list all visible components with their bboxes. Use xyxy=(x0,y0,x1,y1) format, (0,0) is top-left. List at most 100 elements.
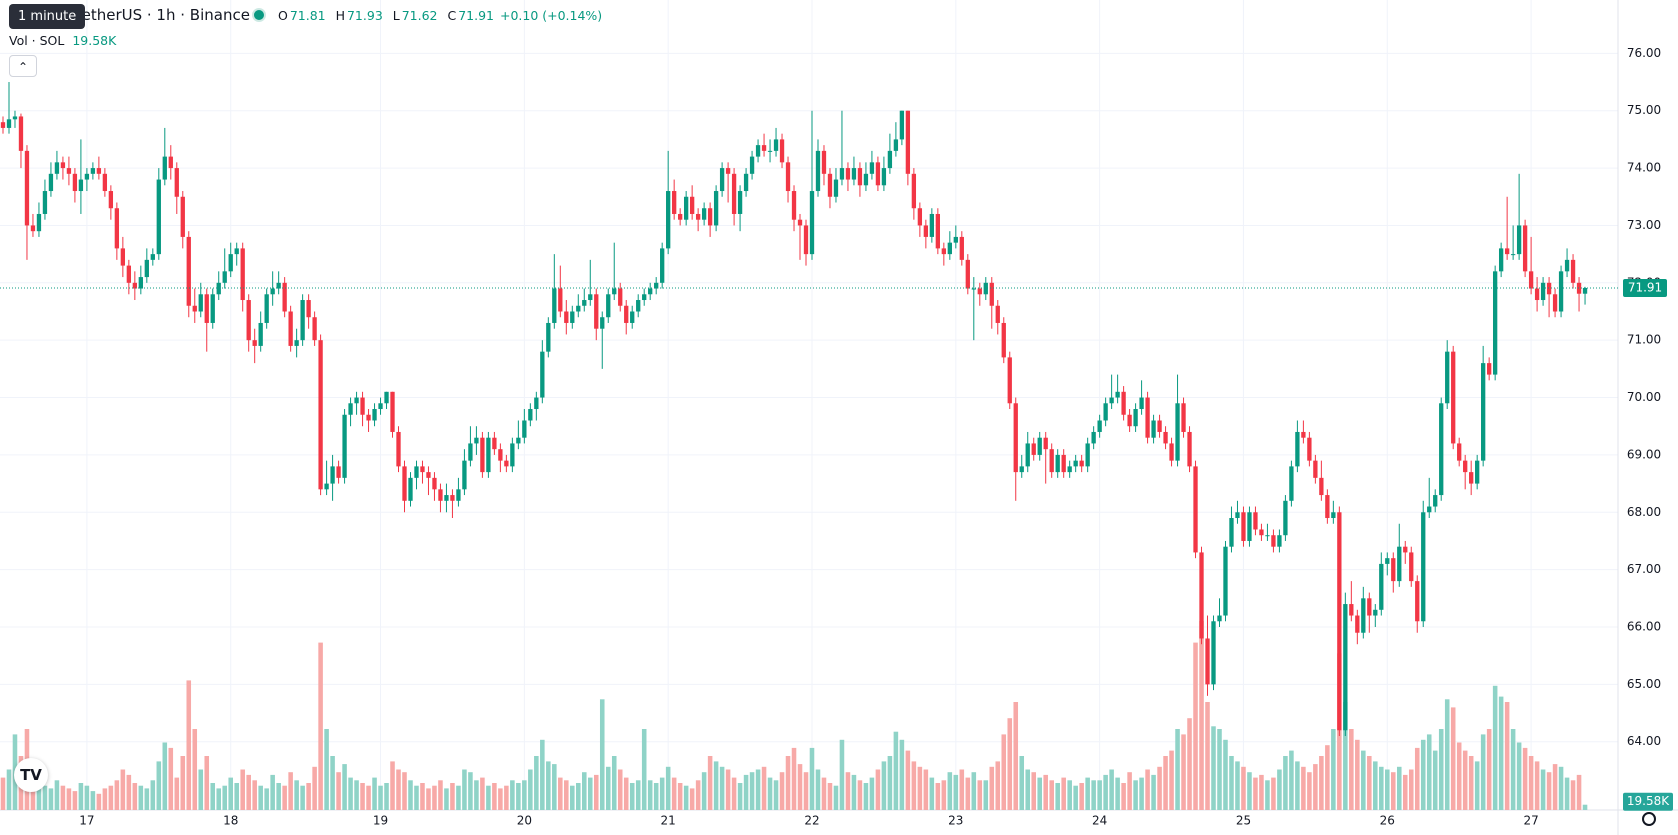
volume-bar xyxy=(1528,756,1534,810)
volume-bar xyxy=(144,788,150,810)
candle-body xyxy=(1091,431,1096,444)
candle-body xyxy=(432,477,437,490)
volume-bar xyxy=(324,729,329,810)
volume-bar xyxy=(582,772,587,810)
volume-bar xyxy=(1013,702,1019,810)
candle-body xyxy=(1067,466,1072,473)
candle-body xyxy=(1361,598,1366,633)
candle-body xyxy=(1241,512,1246,541)
candle-body xyxy=(672,191,677,214)
volume-bar xyxy=(210,783,216,810)
candle-body xyxy=(929,213,935,237)
candle-body xyxy=(797,219,803,226)
candle-body xyxy=(1007,357,1012,404)
status-dot xyxy=(252,8,266,22)
candle-body xyxy=(18,116,24,151)
candle-body xyxy=(1504,248,1510,255)
volume-bar xyxy=(899,739,905,810)
candle-body xyxy=(318,340,323,490)
y-tick-label: 64.00 xyxy=(1627,734,1661,748)
logo[interactable]: TV xyxy=(14,758,48,792)
volume-bar xyxy=(396,769,401,810)
candle-body xyxy=(456,489,461,501)
volume-bar xyxy=(731,777,737,810)
volume-bar xyxy=(1193,642,1198,810)
volume-bar xyxy=(240,769,245,810)
candle-body xyxy=(749,156,755,174)
volume-bar xyxy=(414,785,419,810)
volume-bar xyxy=(162,742,168,810)
candle-body xyxy=(1331,512,1336,519)
candle-body xyxy=(546,322,551,352)
volume-bar xyxy=(1558,766,1564,810)
candle-body xyxy=(1427,506,1432,513)
volume-bar xyxy=(444,788,449,810)
candle-body xyxy=(827,173,833,197)
candle-body xyxy=(977,288,982,295)
candle-body xyxy=(1373,609,1378,616)
candle-body xyxy=(54,162,60,174)
volume-bar xyxy=(438,780,443,810)
x-tick-label: 18 xyxy=(223,814,238,828)
volume-bar xyxy=(1097,780,1102,810)
y-tick-label: 70.00 xyxy=(1627,390,1661,404)
volume-bar xyxy=(1253,777,1258,810)
candle-body xyxy=(96,168,102,174)
candle-body xyxy=(294,340,299,346)
volume-bar xyxy=(1516,742,1522,810)
candle-body xyxy=(354,397,359,404)
volume-legend: Vol · SOL 19.58K xyxy=(9,33,116,48)
x-tick-label: 24 xyxy=(1092,814,1107,828)
volume-bar xyxy=(1468,756,1474,810)
collapse-button[interactable]: ⌃ xyxy=(9,55,37,77)
candle-body xyxy=(1217,615,1222,622)
volume-bar xyxy=(1229,756,1234,810)
x-tick-label: 22 xyxy=(804,814,819,828)
volume-bar xyxy=(641,729,647,810)
candle-body xyxy=(1103,403,1108,421)
candle-body xyxy=(6,119,12,128)
candle-body xyxy=(198,294,203,312)
volume-bar xyxy=(288,772,293,810)
volume-bar xyxy=(150,780,156,810)
candle-body xyxy=(1349,604,1354,616)
volume-bar xyxy=(1187,718,1192,810)
volume-bar xyxy=(276,783,281,810)
candle-body xyxy=(851,168,857,180)
candle-body xyxy=(156,179,161,255)
symbol-title: TetherUS · 1h · Binance xyxy=(75,6,250,24)
candle-body xyxy=(917,208,923,226)
candle-body xyxy=(588,294,593,301)
candle-body xyxy=(342,414,347,478)
settings-icon[interactable] xyxy=(1642,812,1656,826)
volume-bar xyxy=(1402,774,1408,810)
volume-bar xyxy=(611,756,617,810)
candle-body xyxy=(0,122,6,128)
candle-body xyxy=(624,305,629,323)
volume-bar xyxy=(797,764,803,810)
volume-bar xyxy=(492,783,497,810)
candle-body xyxy=(869,162,875,174)
candle-body xyxy=(1193,466,1198,553)
candle-body xyxy=(558,288,563,312)
volume-bar xyxy=(971,772,977,810)
volume-bar xyxy=(576,783,581,810)
candle-body xyxy=(144,259,149,278)
candle-body xyxy=(348,403,353,415)
candle-body xyxy=(1133,409,1138,427)
volume-bar xyxy=(228,777,233,810)
candle-body xyxy=(120,248,126,266)
volume-bar xyxy=(270,774,275,810)
volume-bar xyxy=(540,739,545,810)
volume-bar xyxy=(234,783,239,810)
candle-body xyxy=(767,150,773,152)
volume-bar xyxy=(1343,702,1348,810)
candle-body xyxy=(576,305,581,312)
volume-bar xyxy=(42,785,48,810)
candle-body xyxy=(384,391,389,404)
volume-bar xyxy=(522,780,527,810)
candle-body xyxy=(1319,477,1324,496)
candle-body xyxy=(138,277,143,289)
volume-bar xyxy=(1283,756,1288,810)
volume-bar xyxy=(102,788,108,810)
